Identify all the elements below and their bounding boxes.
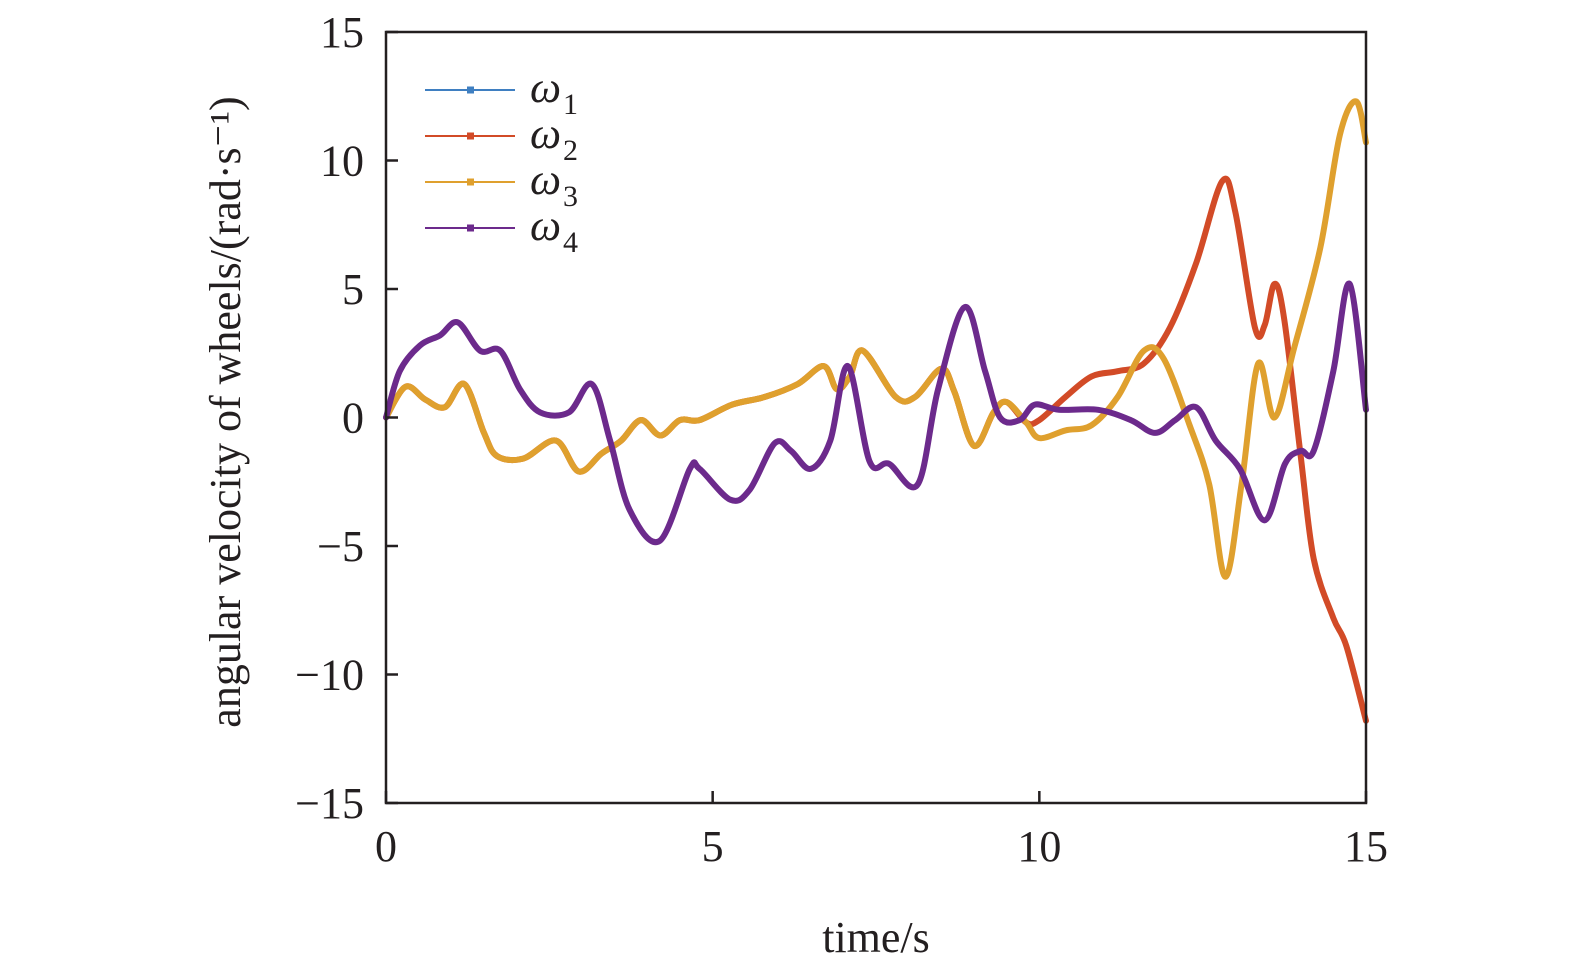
legend-subscript: 4 [563,226,578,259]
x-tick-label: 15 [1344,822,1388,871]
y-axis-label: angular velocity of wheels/(rad·s⁻¹) [201,96,250,727]
legend-label: ω [530,63,561,112]
x-axis-label: time/s [822,913,930,962]
legend-label: ω [530,109,561,158]
legend-subscript: 2 [563,134,578,167]
y-tick-label: −15 [295,779,364,828]
legend-marker [467,132,474,140]
series-line-omega-4 [383,280,1369,546]
x-tick-label: 5 [702,822,724,871]
y-tick-label: 15 [320,8,364,57]
legend-marker [467,86,474,94]
x-tick-label: 0 [375,822,397,871]
legend-subscript: 1 [563,88,578,121]
x-tick-label: 10 [1017,822,1061,871]
y-tick-label: −5 [317,522,364,571]
series-line-omega-3 [383,98,1369,580]
y-tick-label: 0 [342,394,364,443]
legend: ω 1ω 2ω 3ω 4 [425,63,578,259]
legend-marker [467,178,474,186]
y-tick-label: −10 [295,651,364,700]
y-tick-labels: 15 10 5 0 −5 −10 −15 [295,8,364,828]
legend-subscript: 3 [563,180,578,213]
legend-label: ω [530,201,561,250]
legend-marker [467,224,474,232]
plot-lines [383,98,1369,724]
y-tick-label: 10 [320,137,364,186]
x-tick-labels: 0 5 10 15 [375,822,1388,871]
legend-label: ω [530,155,561,204]
axis-ticks [384,30,1368,805]
y-tick-label: 5 [342,265,364,314]
